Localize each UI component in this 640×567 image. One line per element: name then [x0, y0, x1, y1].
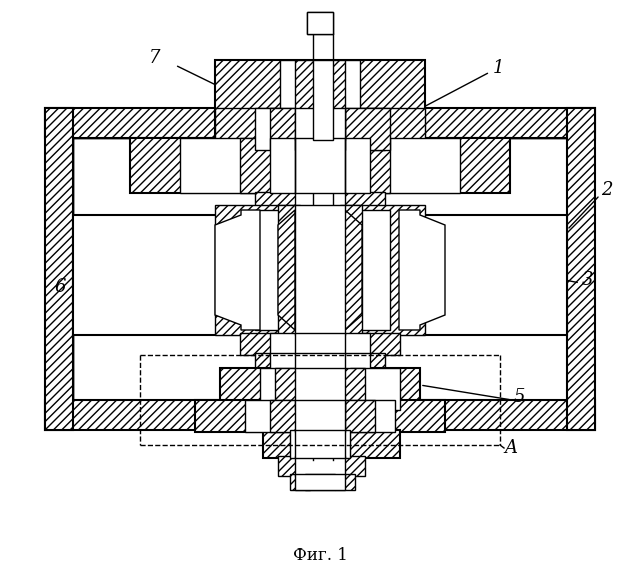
Bar: [350, 368, 420, 410]
Bar: [307, 12, 333, 34]
Bar: [335, 474, 355, 490]
Bar: [345, 400, 445, 432]
Bar: [295, 138, 345, 193]
Bar: [260, 368, 310, 410]
Bar: [130, 138, 300, 193]
Bar: [255, 108, 295, 150]
Bar: [313, 60, 333, 140]
Bar: [73, 215, 241, 335]
Bar: [215, 108, 295, 150]
Text: 6: 6: [54, 278, 66, 296]
Bar: [240, 333, 295, 355]
Bar: [295, 333, 345, 355]
Bar: [335, 192, 385, 210]
Bar: [340, 368, 365, 410]
Bar: [270, 353, 370, 369]
Bar: [350, 430, 400, 458]
Bar: [240, 138, 295, 193]
Bar: [295, 430, 345, 458]
Bar: [295, 60, 345, 140]
Bar: [180, 138, 300, 193]
Bar: [45, 108, 595, 138]
Bar: [290, 430, 350, 458]
Text: 2: 2: [601, 181, 612, 199]
Bar: [345, 400, 395, 432]
Text: 7: 7: [149, 49, 161, 67]
Bar: [340, 138, 460, 193]
Bar: [345, 210, 390, 330]
Bar: [295, 108, 345, 150]
Bar: [295, 368, 345, 410]
Bar: [45, 400, 595, 430]
Bar: [345, 108, 385, 150]
Polygon shape: [278, 210, 295, 330]
Bar: [340, 138, 510, 193]
Bar: [295, 205, 345, 335]
Bar: [278, 456, 308, 476]
Polygon shape: [278, 210, 362, 330]
Bar: [305, 474, 335, 490]
Bar: [255, 210, 300, 330]
Bar: [340, 205, 362, 335]
Bar: [290, 474, 310, 490]
Bar: [345, 205, 425, 335]
Bar: [295, 456, 345, 476]
Bar: [295, 353, 345, 369]
Bar: [307, 12, 333, 34]
Bar: [275, 368, 300, 410]
Bar: [270, 400, 300, 432]
Bar: [345, 108, 425, 150]
Bar: [195, 400, 295, 432]
Bar: [270, 138, 370, 193]
Polygon shape: [399, 210, 445, 330]
Bar: [335, 456, 365, 476]
Polygon shape: [345, 210, 362, 330]
Text: 4: 4: [547, 228, 559, 246]
Bar: [270, 333, 370, 355]
Text: A: A: [504, 439, 517, 457]
Bar: [567, 108, 595, 430]
Bar: [270, 108, 315, 150]
Bar: [245, 400, 295, 432]
Bar: [345, 353, 385, 369]
Bar: [345, 108, 390, 150]
Bar: [295, 400, 345, 432]
Bar: [255, 192, 305, 210]
Polygon shape: [215, 210, 260, 330]
Bar: [295, 474, 345, 490]
Bar: [263, 430, 313, 458]
Text: Фиг. 1: Фиг. 1: [292, 547, 348, 564]
Text: 3: 3: [582, 271, 593, 289]
Bar: [73, 138, 567, 400]
Text: 5: 5: [514, 388, 525, 406]
Bar: [215, 205, 295, 335]
Bar: [399, 215, 567, 335]
Bar: [255, 353, 295, 369]
Bar: [220, 368, 290, 410]
Text: 1: 1: [493, 59, 504, 77]
Bar: [335, 138, 390, 193]
Bar: [45, 108, 73, 430]
Bar: [280, 60, 360, 140]
Bar: [215, 60, 425, 140]
Bar: [345, 400, 375, 432]
Bar: [295, 192, 345, 210]
Bar: [345, 333, 400, 355]
Bar: [278, 205, 300, 335]
Bar: [350, 368, 400, 410]
